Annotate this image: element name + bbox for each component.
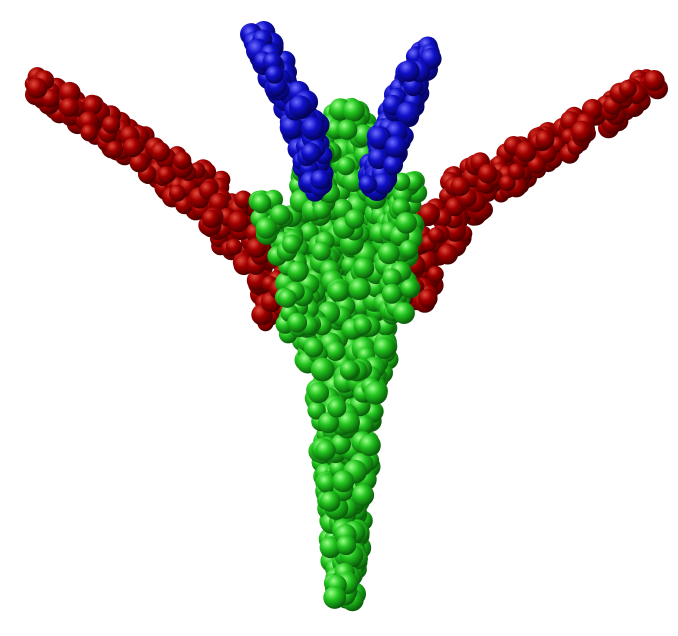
wing-sphere [437, 243, 459, 265]
body-sphere [337, 119, 358, 140]
body-sphere [269, 204, 291, 226]
tail-sphere [372, 173, 395, 195]
wing-sphere [157, 166, 175, 184]
wing-sphere [234, 190, 253, 209]
body-sphere [277, 289, 297, 308]
tail-sphere [384, 135, 407, 158]
body-sphere [377, 242, 400, 265]
wing-sphere [150, 142, 171, 162]
body-sphere [336, 535, 357, 556]
wing-sphere [499, 174, 516, 192]
body-sphere [381, 283, 402, 304]
body-sphere [317, 473, 337, 494]
wing-sphere [418, 288, 438, 309]
body-sphere [287, 261, 309, 282]
wing-sphere [201, 209, 221, 229]
body-sphere [364, 381, 388, 405]
tail-sphere [265, 65, 284, 84]
body-sphere [399, 240, 418, 259]
body-sphere [395, 212, 418, 234]
wing-sphere [508, 163, 525, 180]
wing-sphere [450, 176, 470, 197]
body-sphere [318, 412, 340, 434]
tail-sphere [279, 115, 304, 140]
wing-sphere [26, 77, 48, 99]
tail-segment [240, 20, 442, 202]
body-sphere [330, 433, 351, 455]
body-sphere [393, 302, 415, 324]
wing-sphere [571, 120, 593, 143]
wing-sphere [227, 211, 249, 233]
body-sphere [336, 156, 356, 176]
body-sphere [340, 360, 359, 380]
wing-sphere [417, 203, 440, 225]
body-sphere [327, 398, 347, 418]
tail-sphere [301, 142, 322, 163]
wing-sphere [478, 163, 498, 184]
wings-segment [24, 67, 669, 332]
wing-sphere [82, 96, 102, 116]
wing-sphere [59, 97, 80, 118]
body-sphere [287, 312, 308, 333]
tail-sphere [396, 101, 420, 126]
wing-sphere [105, 140, 124, 159]
tail-sphere [301, 116, 325, 141]
body-sphere [332, 470, 355, 493]
tail-sphere [358, 175, 377, 194]
body-sphere [319, 536, 342, 559]
wing-sphere [58, 81, 81, 104]
wing-sphere [225, 238, 243, 255]
body-sphere [312, 201, 331, 219]
body-sphere [353, 257, 375, 279]
wing-sphere [80, 124, 98, 142]
wing-sphere [619, 79, 637, 98]
body-sphere [337, 410, 360, 434]
body-sphere [351, 484, 375, 507]
wing-sphere [427, 265, 444, 283]
wing-sphere [102, 115, 121, 134]
body-sphere [342, 99, 365, 122]
body-sphere [323, 586, 347, 609]
body-sphere [328, 281, 349, 302]
wing-sphere [173, 151, 192, 170]
body-sphere [307, 382, 330, 404]
tail-sphere [288, 95, 312, 118]
body-sphere [310, 357, 335, 382]
body-sphere [303, 337, 324, 358]
body-sphere [255, 217, 277, 239]
body-sphere [311, 241, 331, 261]
wing-sphere [129, 153, 149, 173]
wing-sphere [169, 184, 186, 202]
body-sphere [348, 277, 371, 300]
wing-sphere [643, 70, 665, 92]
body-sphere [382, 268, 402, 288]
tail-sphere [383, 155, 403, 175]
body-sphere [319, 491, 341, 512]
body-sphere [344, 209, 365, 229]
body-sphere [281, 234, 302, 254]
wing-sphere [428, 227, 445, 244]
wing-sphere [527, 155, 546, 174]
body-segment [248, 97, 428, 612]
body-sphere [353, 316, 372, 335]
body-sphere [400, 279, 419, 298]
body-sphere [307, 401, 326, 420]
tail-sphere [397, 60, 420, 82]
body-sphere [391, 198, 410, 217]
body-sphere [251, 193, 272, 214]
body-sphere [373, 337, 396, 360]
body-sphere [325, 341, 346, 362]
wing-sphere [122, 137, 143, 158]
tail-sphere [310, 169, 331, 190]
wing-sphere [535, 129, 555, 149]
body-sphere [358, 434, 381, 457]
body-sphere [315, 440, 336, 461]
